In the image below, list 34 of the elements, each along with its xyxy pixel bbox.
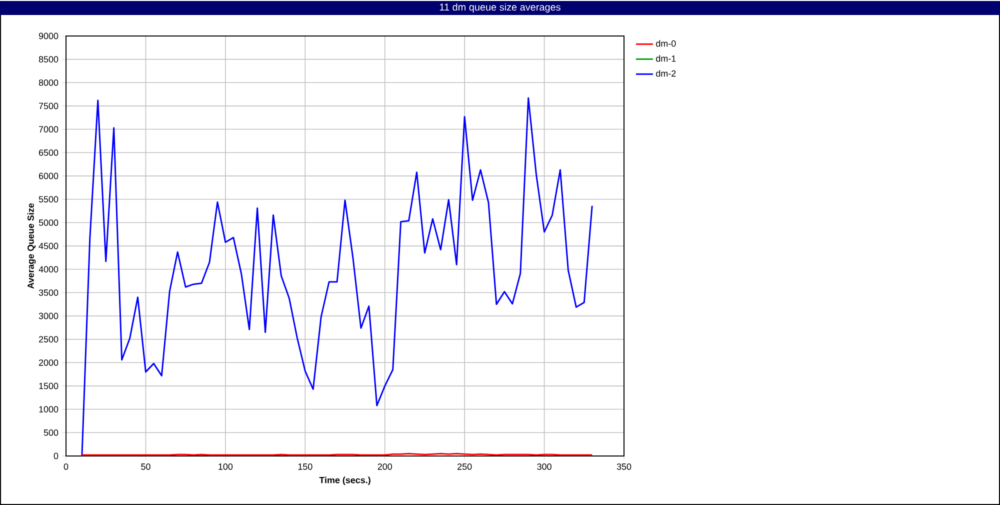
legend-label: dm-1 xyxy=(656,55,676,62)
y-tick-label: 1500 xyxy=(39,382,58,390)
x-tick-label: 350 xyxy=(616,463,632,470)
y-tick-label: 3500 xyxy=(38,289,58,296)
y-tick-label: 8000 xyxy=(38,79,58,86)
line-series xyxy=(81,97,593,456)
y-tick-label: 8500 xyxy=(38,56,58,62)
x-tick-label: 50 xyxy=(141,463,150,470)
y-tick-label: 6500 xyxy=(38,149,58,156)
y-tick-label: 5000 xyxy=(38,219,58,226)
y-tick-label: 5500 xyxy=(38,196,58,202)
y-tick-label: 2000 xyxy=(38,359,58,366)
y-tick-label: 0 xyxy=(54,452,58,460)
x-tick-label: 150 xyxy=(298,463,312,470)
y-tick-label: 6000 xyxy=(38,172,58,180)
y-tick-label: 7000 xyxy=(38,126,58,132)
y-tick-label: 7500 xyxy=(38,102,58,110)
y-tick-label: 500 xyxy=(44,429,58,436)
y-tick-label: 4000 xyxy=(38,266,58,272)
x-tick-label: 250 xyxy=(458,463,472,470)
chart-title: 11 dm queue size averages xyxy=(440,3,560,13)
y-tick-label: 4500 xyxy=(38,242,58,250)
y-tick-label: 2500 xyxy=(38,336,58,342)
x-tick-label: 300 xyxy=(537,463,552,470)
x-tick-label: 100 xyxy=(218,463,233,470)
y-tick-label: 3000 xyxy=(38,312,58,320)
legend-label: dm-0 xyxy=(656,40,676,47)
x-tick-label: 0 xyxy=(64,463,68,470)
y-tick-label: 1000 xyxy=(39,406,58,412)
legend-label: dm-2 xyxy=(656,70,676,77)
x-tick-label: 200 xyxy=(378,463,392,470)
y-axis-title: Average Queue Size xyxy=(27,203,36,289)
x-axis-title: Time (secs.) xyxy=(319,476,370,486)
y-tick-label: 9000 xyxy=(38,32,58,40)
